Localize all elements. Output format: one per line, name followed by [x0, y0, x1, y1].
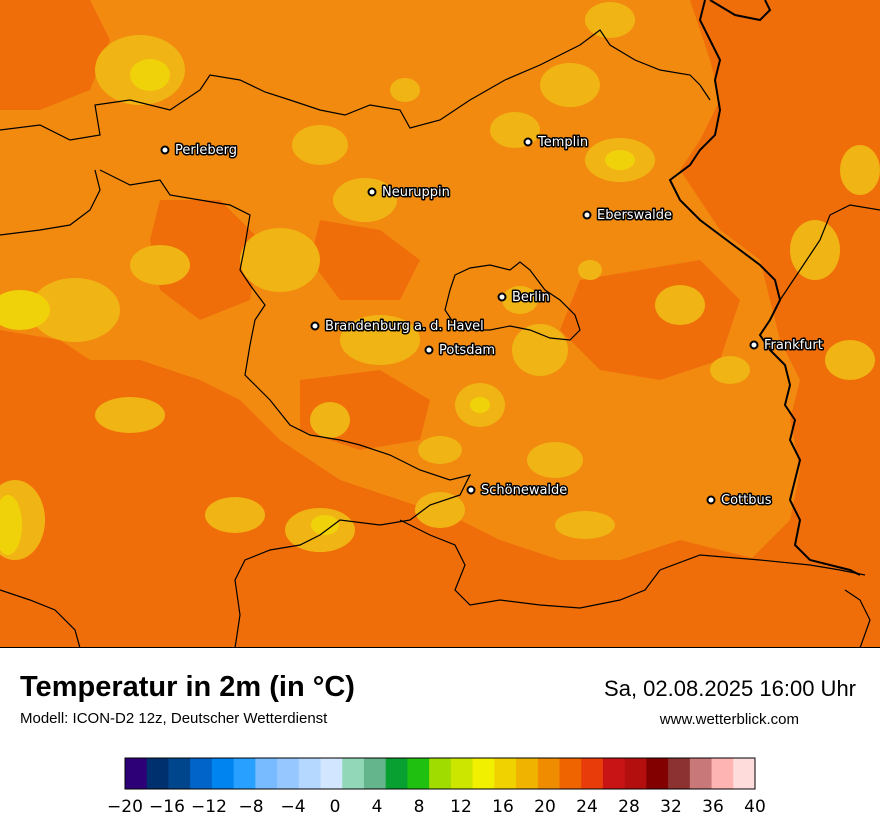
legend-swatch: [190, 758, 213, 789]
legend-swatch: [602, 758, 626, 789]
legend-swatch: [646, 758, 669, 789]
legend-swatch: [168, 758, 191, 789]
city-dot: [424, 345, 434, 355]
legend-swatch: [342, 758, 365, 789]
legend-swatch: [298, 758, 322, 789]
city-label: Perleberg: [175, 143, 237, 158]
legend-tick-label: 40: [744, 797, 766, 817]
legend-swatch: [385, 758, 408, 789]
city-label: Frankfurt: [764, 338, 823, 353]
legend-tick-label: 16: [492, 797, 514, 817]
legend-swatch: [668, 758, 691, 789]
city-dot: [310, 321, 320, 331]
region-borders: [0, 29, 880, 647]
city-label: Schönewalde: [481, 483, 567, 498]
legend-tick-label: −16: [149, 797, 185, 817]
city-dot: [160, 145, 170, 155]
website-link[interactable]: www.wetterblick.com: [659, 711, 799, 728]
coolest-zones: [0, 59, 635, 555]
warm-zones: [0, 0, 880, 647]
city-dot: [749, 340, 759, 350]
city-label: Templin: [537, 135, 588, 150]
city-label: Berlin: [512, 290, 550, 305]
chart-title: Temperatur in 2m (in °C): [20, 671, 355, 703]
legend-swatch: [711, 758, 734, 789]
city-dot: [523, 137, 533, 147]
legend-swatch: [581, 758, 604, 789]
legend-swatches: [124, 757, 756, 790]
temperature-map: Perleberg Templin Neuruppin Eberswalde Berli…: [0, 0, 880, 648]
city-dot: [582, 210, 592, 220]
legend-swatch: [320, 758, 343, 789]
city-label: Potsdam: [439, 343, 495, 358]
color-legend: −20 −16 −12 −8 −4 0 4 8 12 16 20 24 28 32 36 40: [0, 750, 880, 830]
legend-tick-label: 12: [450, 797, 472, 817]
legend-tick-label: 24: [576, 797, 598, 817]
legend-swatch: [537, 758, 560, 789]
legend-ticks: −20 −16 −12 −8 −4 0 4 8 12 16 20 24 28 32 36 40: [107, 797, 766, 817]
valid-datetime: Sa, 02.08.2025 16:00 Uhr: [604, 676, 856, 701]
legend-tick-label: 20: [534, 797, 556, 817]
legend-tick-label: 0: [330, 797, 341, 817]
legend-tick-label: −20: [107, 797, 143, 817]
legend-swatch: [689, 758, 713, 789]
legend-swatch: [733, 758, 756, 789]
city-label: Brandenburg a. d. Havel: [325, 319, 484, 334]
legend-frame: [124, 757, 756, 790]
legend-swatch: [407, 758, 430, 789]
city-label: Neuruppin: [382, 185, 450, 200]
national-border: [668, 0, 861, 576]
legend-swatch: [472, 758, 495, 789]
city-label: Cottbus: [721, 493, 772, 508]
legend-swatch: [516, 758, 539, 789]
model-source: Modell: ICON-D2 12z, Deutscher Wetterdie…: [20, 710, 328, 727]
city-markers: Perleberg Templin Neuruppin Eberswalde Berli…: [160, 134, 824, 510]
legend-tick-label: −4: [280, 797, 305, 817]
city-dot: [367, 187, 377, 197]
legend-swatch: [277, 758, 300, 789]
legend-tick-label: 32: [660, 797, 682, 817]
legend-swatch: [363, 758, 387, 789]
legend-tick-label: 28: [618, 797, 640, 817]
legend-swatch: [146, 758, 169, 789]
legend-swatch: [233, 758, 256, 789]
legend-tick-label: 8: [414, 797, 425, 817]
legend-swatch: [624, 758, 647, 789]
city-dot: [466, 485, 476, 495]
city-dot: [497, 292, 507, 302]
legend-tick-label: 4: [372, 797, 383, 817]
legend-tick-label: −12: [191, 797, 227, 817]
legend-swatch: [255, 758, 278, 789]
legend-tick-label: −8: [238, 797, 263, 817]
legend-swatch: [494, 758, 517, 789]
legend-swatch: [211, 758, 235, 789]
legend-tick-label: 36: [702, 797, 724, 817]
city-dot: [706, 495, 716, 505]
city-label: Eberswalde: [597, 208, 672, 223]
legend-swatch: [559, 758, 582, 789]
legend-swatch: [125, 758, 148, 789]
legend-swatch: [429, 758, 452, 789]
legend-swatch: [450, 758, 474, 789]
